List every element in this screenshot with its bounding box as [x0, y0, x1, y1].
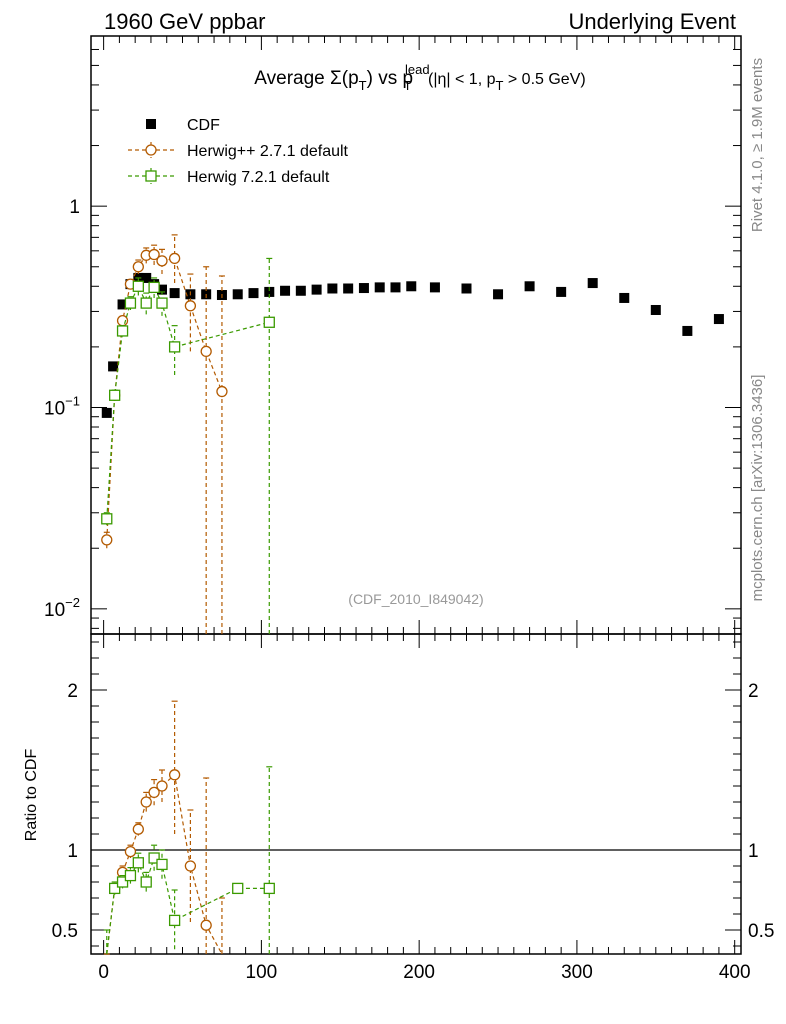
cdf-data-point: [406, 281, 417, 292]
header-analysis-label: Underlying Event: [568, 9, 736, 34]
analysis-watermark: (CDF_2010_I849042): [348, 591, 483, 607]
cdf-data-point: [556, 286, 567, 297]
cdf-data-point: [169, 288, 180, 299]
header-energy-label: 1960 GeV ppbar: [104, 9, 265, 34]
h7-data-point: [148, 281, 160, 294]
hpp-data-point: [184, 300, 197, 312]
h7-data-point: [168, 341, 181, 353]
h7-data-point: [116, 325, 129, 337]
cdf-data-point: [374, 282, 385, 293]
cdf-data-point: [524, 281, 535, 292]
cdf-data-point: [587, 278, 598, 289]
h7-data-point: [109, 389, 121, 401]
hpp-data-point: [200, 345, 212, 358]
hpp-data-point: [101, 534, 113, 546]
y-tick-label: 1: [69, 197, 80, 218]
legend-marker-hpp: [145, 144, 157, 156]
ratio-y-tick-label: 1: [67, 841, 78, 862]
h7-ratio-point: [132, 857, 144, 869]
x-tick-label: 100: [246, 962, 278, 983]
cdf-data-point: [343, 283, 354, 294]
hpp-data-point: [132, 261, 144, 273]
cdf-data-point: [280, 285, 291, 296]
legend-group: CDF Herwig++ 2.7.1 default Herwig 7.2.1 de…: [128, 117, 349, 186]
legend-label-cdf: CDF: [187, 117, 220, 134]
h7-data-point: [124, 297, 137, 309]
cdf-data-point: [429, 282, 440, 293]
hpp-ratio-point: [132, 823, 144, 835]
x-tick-label: 200: [403, 962, 435, 983]
h7-data-point: [156, 297, 168, 309]
y-tick-label: 10−1: [44, 394, 80, 420]
hpp-data-point: [156, 255, 168, 267]
h7-ratio-point: [124, 869, 137, 882]
hpp-data-point: [168, 252, 181, 265]
legend-label-h7: Herwig 7.2.1 default: [187, 169, 330, 186]
h7-ratio-point: [140, 876, 152, 888]
h7-line: [106, 284, 270, 519]
h7-ratio-point: [116, 876, 129, 888]
legend-marker-cdf: [146, 119, 156, 129]
cdf-data-point: [619, 292, 630, 303]
hpp-ratio-point: [140, 796, 152, 808]
cdf-data-point: [232, 289, 243, 300]
h7-data-point: [140, 297, 152, 309]
axes-group: 0 100 200 300 400 10−2 10−1 1 0.5 0.5 1 1 2 2: [44, 35, 774, 983]
cdf-data-point: [108, 361, 119, 372]
cdf-data-point: [117, 299, 128, 310]
ratio-y-tick-label: 2: [67, 681, 78, 702]
x-tick-label: 400: [719, 962, 751, 983]
ratio-y-tick-label-right: 1: [748, 841, 759, 862]
cdf-data-point: [311, 284, 322, 295]
hpp-ratio-point: [124, 845, 137, 858]
ratio-y-tick-label-right: 0.5: [748, 921, 774, 942]
cdf-data-point: [327, 283, 338, 294]
y-tick-label: 10−2: [44, 595, 80, 621]
cdf-data-point: [682, 325, 693, 336]
h7-ratio-point: [156, 858, 168, 871]
mcplots-label: mcplots.cern.ch [arXiv:1306.3436]: [749, 375, 766, 602]
hpp-ratio-point: [148, 786, 160, 799]
cdf-data-point: [493, 289, 504, 300]
cdf-data-point: [101, 407, 112, 418]
h7-ratio-point: [232, 882, 244, 895]
hpp-ratio-point: [168, 769, 181, 781]
marks-group: [101, 234, 724, 955]
legend-marker-h7: [145, 170, 157, 182]
cdf-data-point: [141, 272, 152, 283]
hpp-data-point: [216, 385, 228, 398]
legend-label-hpp: Herwig++ 2.7.1 default: [187, 143, 349, 160]
cdf-data-point: [650, 304, 661, 315]
hpp-ratio-point: [200, 919, 212, 931]
ratio-ylabel: Ratio to CDF: [23, 749, 40, 842]
h7-data-point: [263, 316, 275, 328]
cdf-data-point: [358, 283, 369, 294]
ratio-plot-frame: [90, 633, 742, 955]
hpp-ratio-point: [184, 860, 197, 872]
x-tick-label: 0: [98, 962, 109, 983]
plot-title: Average Σ(pT) vs plead T (|η| < 1, pT > 0…: [254, 62, 585, 93]
cdf-data-point: [295, 285, 306, 296]
h7-ratio-point: [263, 882, 275, 895]
cdf-data-point: [390, 282, 401, 293]
cdf-data-point: [461, 283, 472, 294]
h7-ratio-point: [168, 914, 181, 927]
h7-data-point: [132, 280, 144, 292]
cdf-data-point: [156, 284, 167, 295]
x-tick-label: 300: [561, 962, 593, 983]
h7-ratio-point: [148, 852, 160, 864]
rivet-version-label: Rivet 4.1.0, ≥ 1.9M events: [749, 58, 766, 232]
cdf-data-point: [264, 286, 275, 297]
ratio-y-tick-label-right: 2: [748, 681, 759, 702]
hpp-ratio-point: [156, 780, 168, 792]
cdf-data-point: [248, 288, 259, 299]
cdf-data-point: [713, 314, 724, 325]
ratio-y-tick-label: 0.5: [52, 921, 78, 942]
h7-data-point: [101, 513, 113, 525]
hpp-data-point: [148, 248, 160, 261]
h7-ratio-point: [109, 882, 121, 895]
